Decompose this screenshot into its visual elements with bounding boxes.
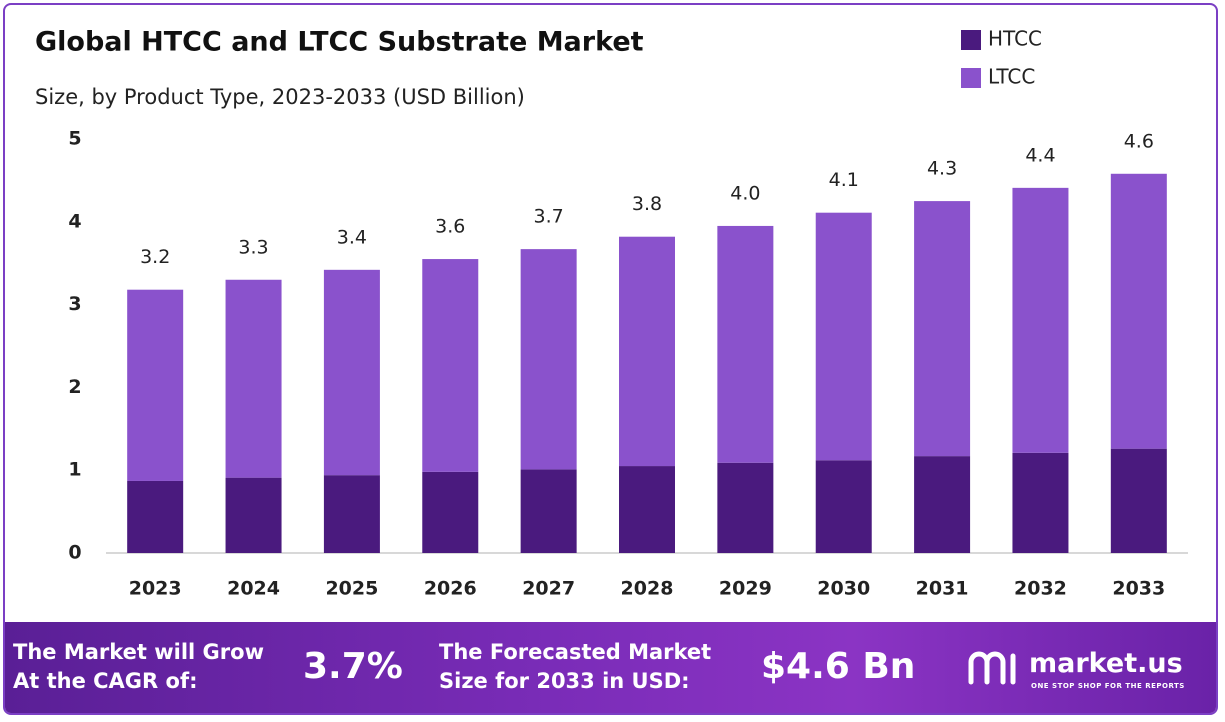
x-tick-label: 2028 — [621, 578, 674, 600]
y-tick-label: 0 — [68, 542, 81, 564]
y-tick-label: 5 — [68, 128, 81, 150]
cagr-line: The Market will Grow — [13, 640, 264, 664]
bar-segment — [1012, 187, 1069, 453]
x-tick-label: 2025 — [325, 578, 378, 600]
total-label: 3.4 — [337, 226, 367, 248]
footer: The Market will Grow At the CAGR of: 3.7%… — [5, 622, 1216, 713]
y-tick-label: 4 — [68, 210, 81, 232]
tagline: ONE STOP SHOP FOR THE REPORTS — [1031, 682, 1185, 690]
total-label: 4.1 — [829, 169, 859, 191]
legend-label: HTCC — [988, 27, 1042, 51]
x-tick-label: 2027 — [522, 578, 575, 600]
cagr-line: At the CAGR of: — [13, 669, 198, 693]
x-tick-label: 2030 — [817, 578, 870, 600]
total-label: 4.3 — [927, 158, 957, 180]
bar-segment — [1110, 448, 1167, 553]
total-label: 3.7 — [534, 206, 564, 228]
bar-segment — [914, 456, 971, 553]
y-tick-label: 1 — [68, 459, 81, 481]
chart-subtitle: Size, by Product Type, 2023-2033 (USD Bi… — [35, 85, 525, 109]
chart-title: Global HTCC and LTCC Substrate Market — [35, 27, 644, 58]
bar-segment — [225, 477, 282, 553]
bar-segment — [127, 480, 184, 553]
forecast-text: The Forecasted Market Size for 2033 in US… — [439, 638, 711, 696]
x-tick-label: 2024 — [227, 578, 280, 600]
cagr-text: The Market will Grow At the CAGR of: — [13, 638, 264, 696]
total-label: 4.4 — [1025, 144, 1055, 166]
total-label: 3.6 — [435, 216, 465, 238]
bar-segment — [1110, 173, 1167, 449]
bar-segment — [1012, 452, 1069, 553]
legend-label: LTCC — [988, 65, 1035, 89]
forecast-value: $4.6 Bn — [761, 646, 916, 687]
y-tick-label: 2 — [68, 376, 81, 398]
bar-segment — [815, 212, 872, 461]
bar-segment — [815, 460, 872, 553]
bar-segment — [323, 475, 380, 553]
total-label: 4.0 — [730, 182, 760, 204]
bar-segment — [914, 201, 971, 457]
x-tick-label: 2033 — [1112, 578, 1165, 600]
bar-segment — [619, 236, 675, 467]
bar-segment — [619, 466, 675, 553]
chart: Global HTCC and LTCC Substrate Market Si… — [35, 27, 1188, 600]
logo-icon — [968, 651, 1016, 685]
bar-segment — [520, 469, 577, 553]
x-tick-label: 2029 — [719, 578, 772, 600]
cagr-value: 3.7% — [303, 646, 403, 687]
bar-segment — [225, 279, 282, 478]
bar-segment — [717, 225, 774, 463]
bar-segment — [422, 471, 479, 553]
bar-segment — [127, 289, 184, 481]
forecast-line: The Forecasted Market — [439, 640, 712, 664]
x-tick-label: 2032 — [1014, 578, 1067, 600]
x-tick-label: 2023 — [129, 578, 182, 600]
legend-swatch — [961, 30, 981, 50]
frame: Global HTCC and LTCC Substrate Market Si… — [3, 3, 1218, 715]
x-tick-label: 2031 — [916, 578, 969, 600]
x-tick-label: 2026 — [424, 578, 477, 600]
bar-segment — [520, 249, 577, 470]
y-tick-label: 3 — [68, 293, 81, 315]
bar-segment — [717, 462, 774, 553]
legend-swatch — [961, 68, 981, 88]
bar-segment — [422, 259, 479, 472]
total-label: 3.3 — [238, 236, 268, 258]
bar-segment — [323, 269, 380, 476]
total-label: 3.2 — [140, 246, 170, 268]
total-label: 4.6 — [1124, 130, 1154, 152]
total-label: 3.8 — [632, 193, 662, 215]
brand: market.us — [1029, 648, 1183, 679]
forecast-line: Size for 2033 in USD: — [439, 669, 690, 693]
